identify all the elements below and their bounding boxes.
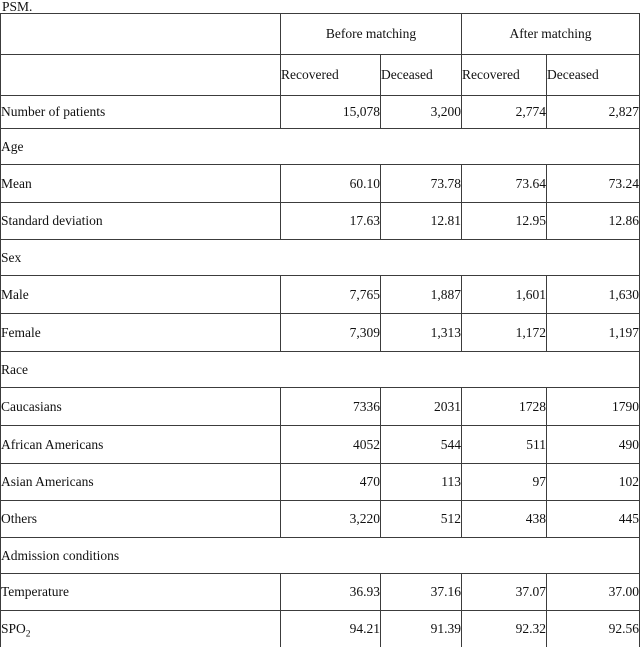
row-label: Male xyxy=(0,275,281,314)
row-label: Mean xyxy=(0,164,281,203)
row-label: Caucasians xyxy=(0,387,281,426)
cell-before-deceased: 544 xyxy=(380,425,462,464)
cell-before-deceased: 73.78 xyxy=(380,164,462,203)
cell-before-recovered: 94.21 xyxy=(280,610,381,647)
sub-header-after-deceased: Deceased xyxy=(545,54,640,96)
cell-after-recovered: 1,601 xyxy=(461,275,547,314)
subscript-2: 2 xyxy=(25,629,31,640)
table-caption: PSM. xyxy=(2,0,33,14)
table-row: Caucasians 7336 2031 1728 1790 xyxy=(0,387,640,426)
table-row: Temperature 36.93 37.16 37.07 37.00 xyxy=(0,573,640,611)
cell-before-recovered: 3,220 xyxy=(280,500,381,538)
group-header-before-matching: Before matching xyxy=(280,13,462,55)
cell-after-deceased: 1,197 xyxy=(545,313,640,352)
sub-header-before-recovered: Recovered xyxy=(280,54,381,96)
cell-after-deceased: 1,630 xyxy=(545,275,640,314)
cell-after-recovered: 1,172 xyxy=(461,313,547,352)
cell-before-deceased: 2031 xyxy=(380,387,462,426)
cell-after-recovered: 1728 xyxy=(461,387,547,426)
cell-before-recovered: 15,078 xyxy=(280,95,381,129)
section-row: Age xyxy=(0,128,640,165)
section-label: Age xyxy=(0,128,640,165)
cell-before-recovered: 7336 xyxy=(280,387,381,426)
cell-after-deceased: 1790 xyxy=(545,387,640,426)
section-label: Sex xyxy=(0,239,640,276)
cell-before-recovered: 7,765 xyxy=(280,275,381,314)
cell-after-deceased: 2,827 xyxy=(545,95,640,129)
row-label: African Americans xyxy=(0,425,281,464)
cell-before-deceased: 113 xyxy=(380,463,462,501)
row-label: Others xyxy=(0,500,281,538)
section-row: Race xyxy=(0,351,640,388)
cell-after-recovered: 511 xyxy=(461,425,547,464)
section-row: Sex xyxy=(0,239,640,276)
cell-after-recovered: 12.95 xyxy=(461,202,547,240)
cell-before-deceased: 12.81 xyxy=(380,202,462,240)
table-row: Number of patients 15,078 3,200 2,774 2,… xyxy=(0,95,640,129)
table-row: Female 7,309 1,313 1,172 1,197 xyxy=(0,313,640,352)
cell-after-recovered: 97 xyxy=(461,463,547,501)
group-header-row: Before matching After matching xyxy=(0,13,640,55)
row-label-spo2: SPO2 xyxy=(0,610,281,647)
cell-before-recovered: 60.10 xyxy=(280,164,381,203)
cell-before-recovered: 17.63 xyxy=(280,202,381,240)
sub-header-row: Recovered Deceased Recovered Deceased xyxy=(0,54,640,96)
table-row: African Americans 4052 544 511 490 xyxy=(0,425,640,464)
empty-corner-cell xyxy=(0,13,281,55)
section-label: Race xyxy=(0,351,640,388)
table-row: Asian Americans 470 113 97 102 xyxy=(0,463,640,501)
cell-before-deceased: 1,887 xyxy=(380,275,462,314)
cell-before-deceased: 1,313 xyxy=(380,313,462,352)
cell-before-recovered: 7,309 xyxy=(280,313,381,352)
cell-before-deceased: 37.16 xyxy=(380,573,462,611)
cell-after-deceased: 92.56 xyxy=(545,610,640,647)
cell-before-deceased: 512 xyxy=(380,500,462,538)
sub-header-after-recovered: Recovered xyxy=(461,54,547,96)
table-row: Male 7,765 1,887 1,601 1,630 xyxy=(0,275,640,314)
row-label: Female xyxy=(0,313,281,352)
cell-after-deceased: 102 xyxy=(545,463,640,501)
cell-before-recovered: 36.93 xyxy=(280,573,381,611)
cell-after-deceased: 73.24 xyxy=(545,164,640,203)
row-label: Asian Americans xyxy=(0,463,281,501)
table-row: Others 3,220 512 438 445 xyxy=(0,500,640,538)
cell-after-recovered: 92.32 xyxy=(461,610,547,647)
cell-after-recovered: 2,774 xyxy=(461,95,547,129)
row-label: Standard deviation xyxy=(0,202,281,240)
cell-after-recovered: 438 xyxy=(461,500,547,538)
sub-header-before-deceased: Deceased xyxy=(380,54,462,96)
section-label: Admission conditions xyxy=(0,537,640,574)
cell-after-deceased: 445 xyxy=(545,500,640,538)
group-header-after-matching: After matching xyxy=(460,13,640,55)
table-row: SPO2 94.21 91.39 92.32 92.56 xyxy=(0,610,640,647)
cell-after-recovered: 37.07 xyxy=(461,573,547,611)
cell-before-deceased: 3,200 xyxy=(380,95,462,129)
table-row: Standard deviation 17.63 12.81 12.95 12.… xyxy=(0,202,640,240)
cell-after-deceased: 490 xyxy=(545,425,640,464)
cell-after-deceased: 12.86 xyxy=(545,202,640,240)
section-row: Admission conditions xyxy=(0,537,640,574)
cell-before-recovered: 4052 xyxy=(280,425,381,464)
row-label: Number of patients xyxy=(0,95,281,129)
row-label: Temperature xyxy=(0,573,281,611)
psm-table: Before matching After matching Recovered… xyxy=(0,13,640,647)
cell-before-recovered: 470 xyxy=(280,463,381,501)
empty-corner-cell xyxy=(0,54,281,96)
cell-after-deceased: 37.00 xyxy=(545,573,640,611)
table-row: Mean 60.10 73.78 73.64 73.24 xyxy=(0,164,640,203)
cell-before-deceased: 91.39 xyxy=(380,610,462,647)
cell-after-recovered: 73.64 xyxy=(461,164,547,203)
